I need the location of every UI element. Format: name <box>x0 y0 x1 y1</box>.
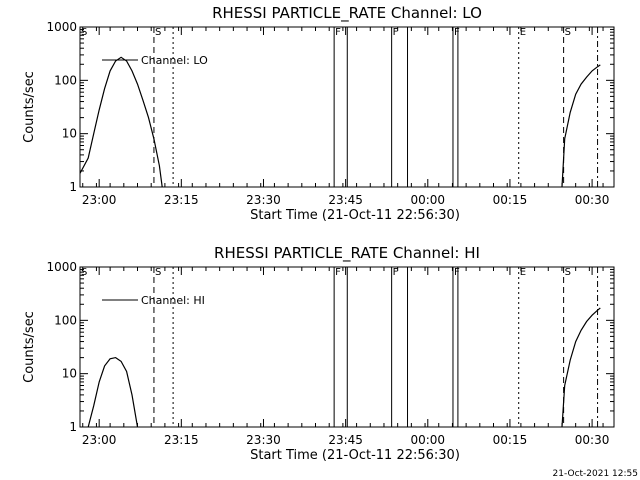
x-tick-label-0: 23:30 <box>246 193 281 207</box>
event-flag-0: S <box>565 27 571 38</box>
x-axis-label-0: Start Time (21-Oct-11 22:56:30) <box>250 208 460 223</box>
y-tick-label-1: 1 <box>69 420 77 434</box>
event-flag-1: S <box>565 267 571 278</box>
x-tick-label-1: 23:45 <box>328 433 363 447</box>
y-tick-label-1: 1000 <box>46 260 77 274</box>
y-axis-label-1: Counts/sec <box>22 311 37 383</box>
x-tick-label-0: 00:15 <box>493 193 528 207</box>
event-flag-1: F <box>454 267 460 278</box>
x-tick-label-0: 23:45 <box>328 193 363 207</box>
event-flag-0: E <box>520 27 526 38</box>
series-line-0-0 <box>79 56 163 188</box>
event-flag-1: S <box>155 267 161 278</box>
y-tick-label-0: 1 <box>69 180 77 194</box>
event-flag-start-1: S <box>81 267 87 278</box>
y-tick-label-1: 100 <box>54 313 77 327</box>
y-tick-label-1: 10 <box>62 367 77 381</box>
x-tick-label-1: 23:15 <box>164 433 199 447</box>
footer-timestamp: 21-Oct-2021 12:55 <box>553 469 638 479</box>
x-tick-label-1: 00:15 <box>493 433 528 447</box>
y-axis-label-0: Counts/sec <box>22 71 37 143</box>
event-flag-0: F <box>335 27 341 38</box>
x-axis-label-1: Start Time (21-Oct-11 22:56:30) <box>250 448 460 463</box>
x-tick-label-0: 00:00 <box>410 193 445 207</box>
x-tick-label-0: 23:15 <box>164 193 199 207</box>
series-line-0-1 <box>561 64 601 188</box>
series-line-1-1 <box>561 307 601 428</box>
y-tick-label-0: 100 <box>54 73 77 87</box>
x-tick-label-1: 23:30 <box>246 433 281 447</box>
chart-title-1: RHESSI PARTICLE_RATE Channel: HI <box>214 244 480 263</box>
chart-title-0: RHESSI PARTICLE_RATE Channel: LO <box>212 4 482 23</box>
x-tick-label-0: 00:30 <box>575 193 610 207</box>
x-tick-label-1: 00:30 <box>575 433 610 447</box>
event-flag-0: F <box>454 27 460 38</box>
x-tick-label-1: 23:00 <box>82 433 117 447</box>
event-flag-1: E <box>520 267 526 278</box>
y-tick-label-0: 1000 <box>46 20 77 34</box>
event-flag-1: F <box>393 267 399 278</box>
x-tick-label-1: 00:00 <box>410 433 445 447</box>
event-flag-start-0: S <box>81 27 87 38</box>
legend-label-1: Channel: HI <box>141 294 205 307</box>
legend-label-0: Channel: LO <box>141 54 208 67</box>
x-tick-label-0: 23:00 <box>82 193 117 207</box>
y-tick-label-0: 10 <box>62 127 77 141</box>
event-flag-1: F <box>335 267 341 278</box>
event-flag-0: S <box>155 27 161 38</box>
event-flag-0: F <box>393 27 399 38</box>
series-line-1-0 <box>87 356 139 428</box>
